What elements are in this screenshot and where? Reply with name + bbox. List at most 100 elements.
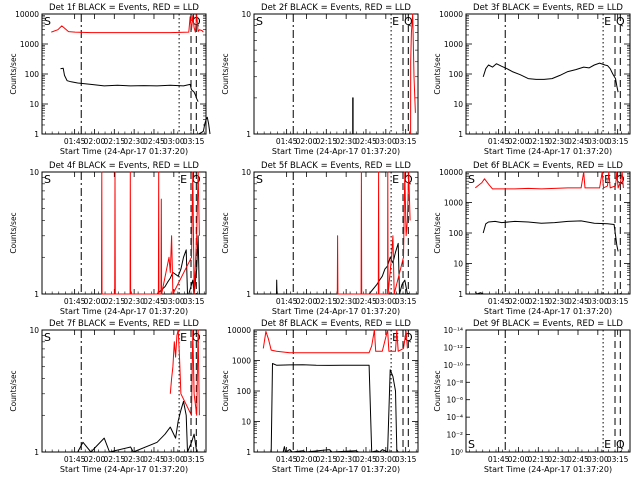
x-tick-label: 02:45: [143, 455, 165, 464]
x-axis-label: Start Time (24-Apr-17 01:37:20): [484, 307, 612, 316]
x-tick-label: 03:15: [183, 297, 205, 306]
x-tick-label: 02:00: [296, 455, 318, 464]
x-tick-label: 03:00: [375, 297, 397, 306]
x-tick-label: 02:15: [527, 137, 549, 146]
y-tick-label: 10: [453, 260, 463, 269]
panel-title: Det 3f BLACK = Events, RED = LLD: [473, 3, 623, 13]
x-tick-label: 02:30: [335, 455, 357, 464]
y-tick-label: 10⁰: [450, 448, 463, 457]
end-marker-label: E: [392, 15, 399, 28]
x-tick-label: 03:15: [183, 455, 205, 464]
y-tick-label: 10: [241, 10, 251, 19]
x-tick-label: 02:15: [315, 297, 337, 306]
y-tick-label: 10: [241, 418, 251, 427]
events-series-line: [156, 235, 200, 295]
x-tick-label: 03:00: [163, 297, 185, 306]
x-axis-label: Start Time (24-Apr-17 01:37:20): [272, 147, 400, 156]
x-tick-label: 02:00: [296, 137, 318, 146]
x-tick-label: 01:45: [276, 455, 298, 464]
y-tick-label: 10000: [227, 326, 251, 335]
x-tick-label: 03:00: [587, 137, 609, 146]
y-tick-label: 1000: [20, 40, 39, 49]
x-tick-label: 03:15: [395, 455, 417, 464]
y-axis-label: Counts/sec: [221, 53, 230, 94]
x-tick-label: 02:15: [527, 297, 549, 306]
x-tick-label: 03:15: [607, 455, 629, 464]
panel-det-4f: Det 4f BLACK = Events, RED = LLD 1 10 01:45…: [9, 161, 207, 316]
lld-series-line: [101, 171, 200, 295]
y-tick-label: 10: [241, 168, 251, 177]
y-tick-label: 1: [34, 130, 39, 139]
q-marker-label: Q: [404, 15, 413, 28]
x-tick-label: 03:00: [375, 137, 397, 146]
end-marker-label: E: [392, 331, 399, 344]
lld-series-line: [169, 329, 200, 416]
x-tick-label: 02:45: [143, 137, 165, 146]
events-series-line: [198, 116, 211, 135]
x-tick-label: 02:45: [567, 137, 589, 146]
lld-series-line: [262, 329, 408, 354]
x-tick-label: 02:45: [567, 455, 589, 464]
x-tick-label: 02:00: [296, 297, 318, 306]
x-tick-label: 02:00: [84, 455, 106, 464]
x-axis-label: Start Time (24-Apr-17 01:37:20): [60, 465, 188, 474]
q-marker-label: Q: [616, 438, 625, 451]
y-tick-label: 1000: [232, 357, 251, 366]
y-axis-label: Counts/sec: [433, 53, 442, 94]
y-tick-label: 100: [237, 387, 252, 396]
lld-series-line: [51, 14, 204, 34]
panel-title: Det 7f BLACK = Events, RED = LLD: [49, 319, 199, 329]
x-tick-label: 02:30: [547, 455, 569, 464]
x-tick-label: 02:30: [335, 297, 357, 306]
x-tick-label: 02:00: [84, 297, 106, 306]
x-tick-label: 02:45: [567, 297, 589, 306]
y-tick-label: 10⁻¹⁰: [443, 361, 463, 370]
x-tick-label: 02:45: [143, 297, 165, 306]
x-tick-label: 02:45: [355, 455, 377, 464]
y-tick-label: 10⁻¹⁴: [443, 326, 463, 335]
panel-title: Det 4f BLACK = Events, RED = LLD: [49, 161, 199, 171]
y-axis-label: Counts/sec: [221, 212, 230, 253]
y-tick-label: 10⁻¹²: [443, 343, 463, 352]
x-tick-label: 03:15: [183, 137, 205, 146]
y-tick-label: 10: [29, 168, 39, 177]
x-axis-label: Start Time (24-Apr-17 01:37:20): [484, 465, 612, 474]
panel-det-1f: Det 1f BLACK = Events, RED = LLD 1 10 100 10…: [9, 3, 211, 156]
x-tick-label: 02:00: [508, 137, 530, 146]
y-tick-label: 10000: [15, 10, 39, 19]
x-tick-label: 02:00: [84, 137, 106, 146]
x-tick-label: 02:30: [335, 137, 357, 146]
x-axis-label: Start Time (24-Apr-17 01:37:20): [484, 147, 612, 156]
x-tick-label: 01:45: [64, 137, 86, 146]
x-tick-label: 02:15: [103, 455, 125, 464]
start-marker-label: S: [44, 15, 51, 28]
start-marker-label: S: [256, 173, 263, 186]
x-tick-label: 02:30: [123, 137, 145, 146]
end-marker-label: E: [180, 331, 187, 344]
x-tick-label: 02:15: [103, 137, 125, 146]
x-axis-label: Start Time (24-Apr-17 01:37:20): [272, 307, 400, 316]
y-tick-label: 10: [453, 100, 463, 109]
start-marker-label: S: [256, 15, 263, 28]
x-tick-label: 03:00: [163, 455, 185, 464]
y-tick-label: 1: [458, 130, 463, 139]
y-tick-label: 1: [246, 130, 251, 139]
x-tick-label: 02:30: [123, 455, 145, 464]
x-tick-label: 02:30: [547, 297, 569, 306]
y-axis-label: Counts/sec: [9, 212, 18, 253]
y-tick-label: 100: [449, 70, 464, 79]
panel-det-3f: Det 3f BLACK = Events, RED = LLD 1 10 100 10…: [433, 3, 631, 156]
events-series-line: [60, 67, 199, 102]
start-marker-label: S: [44, 173, 51, 186]
x-tick-label: 02:00: [508, 297, 530, 306]
x-tick-label: 01:45: [64, 297, 86, 306]
plot-frame: [465, 13, 631, 135]
x-tick-label: 01:45: [488, 297, 510, 306]
x-tick-label: 02:45: [355, 297, 377, 306]
events-series-line: [482, 220, 619, 252]
x-tick-label: 01:45: [488, 137, 510, 146]
end-marker-label: E: [180, 173, 187, 186]
events-series-line: [270, 363, 399, 453]
x-tick-label: 02:45: [355, 137, 377, 146]
y-tick-label: 10000: [439, 168, 463, 177]
